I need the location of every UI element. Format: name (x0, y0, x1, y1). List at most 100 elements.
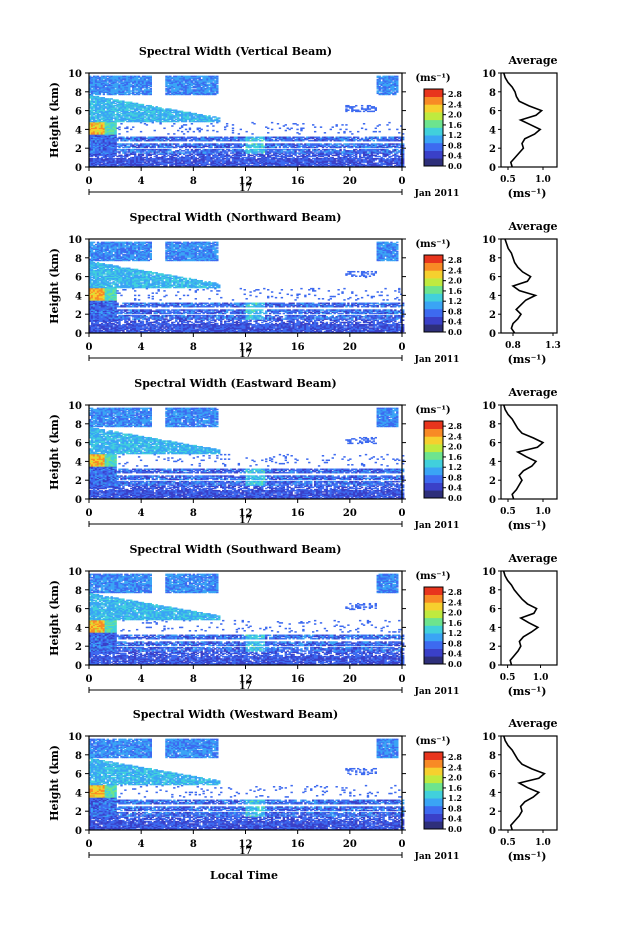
colorbar-swatch (424, 610, 443, 618)
colorbar-tick-label: 1.2 (448, 130, 462, 140)
heatmap-cells (89, 408, 404, 500)
x-tick-label: 0 (399, 508, 406, 519)
colorbar-swatch (424, 452, 443, 460)
colorbar-swatch (424, 436, 443, 444)
colorbar-swatch (424, 278, 443, 286)
profile-xlabel: (ms⁻¹) (508, 353, 547, 366)
colorbar-swatch (424, 798, 443, 806)
colorbar-tick-label: 1.2 (448, 628, 462, 638)
profile-y-tick-label: 10 (482, 69, 496, 80)
x-tick-label: 4 (138, 508, 145, 519)
colorbar-swatch (424, 814, 443, 822)
x-tick-label: 16 (291, 674, 305, 685)
profile-x-tick-label: 1.0 (533, 673, 549, 683)
colorbar-tick-label: 0.0 (448, 161, 462, 171)
profile-line (505, 239, 535, 333)
x-tick-label: 0 (86, 674, 93, 685)
profile-y-tick-label: 10 (482, 401, 496, 412)
profile-title: Average (507, 220, 557, 233)
colorbar: (ms⁻¹)0.00.40.81.21.62.02.42.8 (415, 239, 462, 337)
colorbar-swatch (424, 97, 443, 105)
profile-y-tick-label: 10 (482, 732, 496, 743)
colorbar-tick-label: 0.4 (448, 814, 462, 824)
y-tick-label: 0 (75, 163, 82, 174)
colorbar: (ms⁻¹)0.00.40.81.21.62.02.42.8 (415, 736, 462, 834)
y-tick-label: 2 (75, 144, 82, 155)
profile-y-tick-label: 2 (489, 310, 496, 321)
profile-xlabel: (ms⁻¹) (508, 519, 547, 532)
profile-y-tick-label: 4 (489, 623, 496, 634)
colorbar-unit: (ms⁻¹) (415, 73, 450, 84)
profile-x-tick-label: 1.3 (545, 341, 561, 351)
x-tick-label: 8 (190, 674, 197, 685)
x-tick-label: 4 (138, 176, 145, 187)
heatmap-cells (89, 574, 404, 666)
profile-frame (501, 736, 557, 830)
y-tick-label: 4 (75, 623, 82, 634)
colorbar-tick-label: 1.6 (448, 452, 462, 462)
colorbar-tick-label: 0.8 (448, 140, 462, 150)
profile-title: Average (507, 54, 557, 67)
profile-frame (501, 73, 557, 167)
colorbar-swatch (424, 429, 443, 437)
colorbar-swatch (424, 602, 443, 610)
y-axis-label: Height (km) (48, 82, 61, 158)
profile-title: Average (507, 386, 557, 399)
profile-y-tick-label: 4 (489, 291, 496, 302)
colorbar-tick-label: 1.2 (448, 462, 462, 472)
colorbar: (ms⁻¹)0.00.40.81.21.62.02.42.8 (415, 571, 462, 669)
colorbar-swatch (424, 135, 443, 143)
profile-y-tick-label: 6 (489, 605, 496, 616)
panel-title: Spectral Width (Southward Beam) (129, 543, 341, 556)
colorbar-tick-label: 1.6 (448, 618, 462, 628)
profile-xlabel: (ms⁻¹) (508, 187, 547, 200)
x-tick-label: 8 (190, 342, 197, 353)
colorbar-swatch (424, 286, 443, 294)
colorbar-swatch (424, 309, 443, 317)
y-tick-label: 4 (75, 125, 82, 136)
x-tick-label: 16 (291, 508, 305, 519)
profile-y-tick-label: 4 (489, 788, 496, 799)
profile-x-tick-label: 0.8 (505, 341, 521, 351)
colorbar-unit: (ms⁻¹) (415, 736, 450, 747)
y-tick-label: 0 (75, 495, 82, 506)
date-label: 17 (239, 682, 252, 692)
profile-y-tick-label: 8 (489, 88, 496, 99)
profile-y-tick-label: 10 (482, 235, 496, 246)
profile-xlabel: (ms⁻¹) (508, 685, 547, 698)
y-tick-label: 8 (75, 88, 82, 99)
panel-2: Spectral Width (Eastward Beam)0246810Hei… (48, 377, 558, 532)
colorbar: (ms⁻¹)0.00.40.81.21.62.02.42.8 (415, 405, 462, 503)
colorbar-tick-label: 0.8 (448, 472, 462, 482)
profile-y-tick-label: 2 (489, 144, 496, 155)
profile-y-tick-label: 2 (489, 642, 496, 653)
colorbar-tick-label: 0.4 (448, 483, 462, 493)
y-tick-label: 2 (75, 642, 82, 653)
y-tick-label: 2 (75, 476, 82, 487)
x-tick-label: 20 (343, 674, 357, 685)
profile-frame (501, 239, 557, 333)
x-tick-label: 0 (86, 508, 93, 519)
colorbar-tick-label: 0.4 (448, 317, 462, 327)
heatmap-cells (89, 739, 404, 831)
colorbar-swatch (424, 760, 443, 768)
colorbar-tick-label: 2.0 (448, 110, 462, 120)
profile-y-tick-label: 0 (489, 495, 496, 506)
x-tick-label: 0 (86, 839, 93, 850)
colorbar-swatch (424, 656, 443, 664)
colorbar-swatch (424, 595, 443, 603)
colorbar-swatch (424, 263, 443, 271)
panel-3: Spectral Width (Southward Beam)0246810He… (48, 543, 558, 698)
profile-y-tick-label: 8 (489, 586, 496, 597)
colorbar-swatch (424, 444, 443, 452)
profile-y-tick-label: 8 (489, 254, 496, 265)
x-tick-label: 20 (343, 839, 357, 850)
colorbar-tick-label: 1.6 (448, 783, 462, 793)
profile-y-tick-label: 6 (489, 273, 496, 284)
profile-y-tick-label: 8 (489, 420, 496, 431)
profile-frame (501, 571, 557, 665)
colorbar-tick-label: 1.6 (448, 286, 462, 296)
colorbar-swatch (424, 806, 443, 814)
